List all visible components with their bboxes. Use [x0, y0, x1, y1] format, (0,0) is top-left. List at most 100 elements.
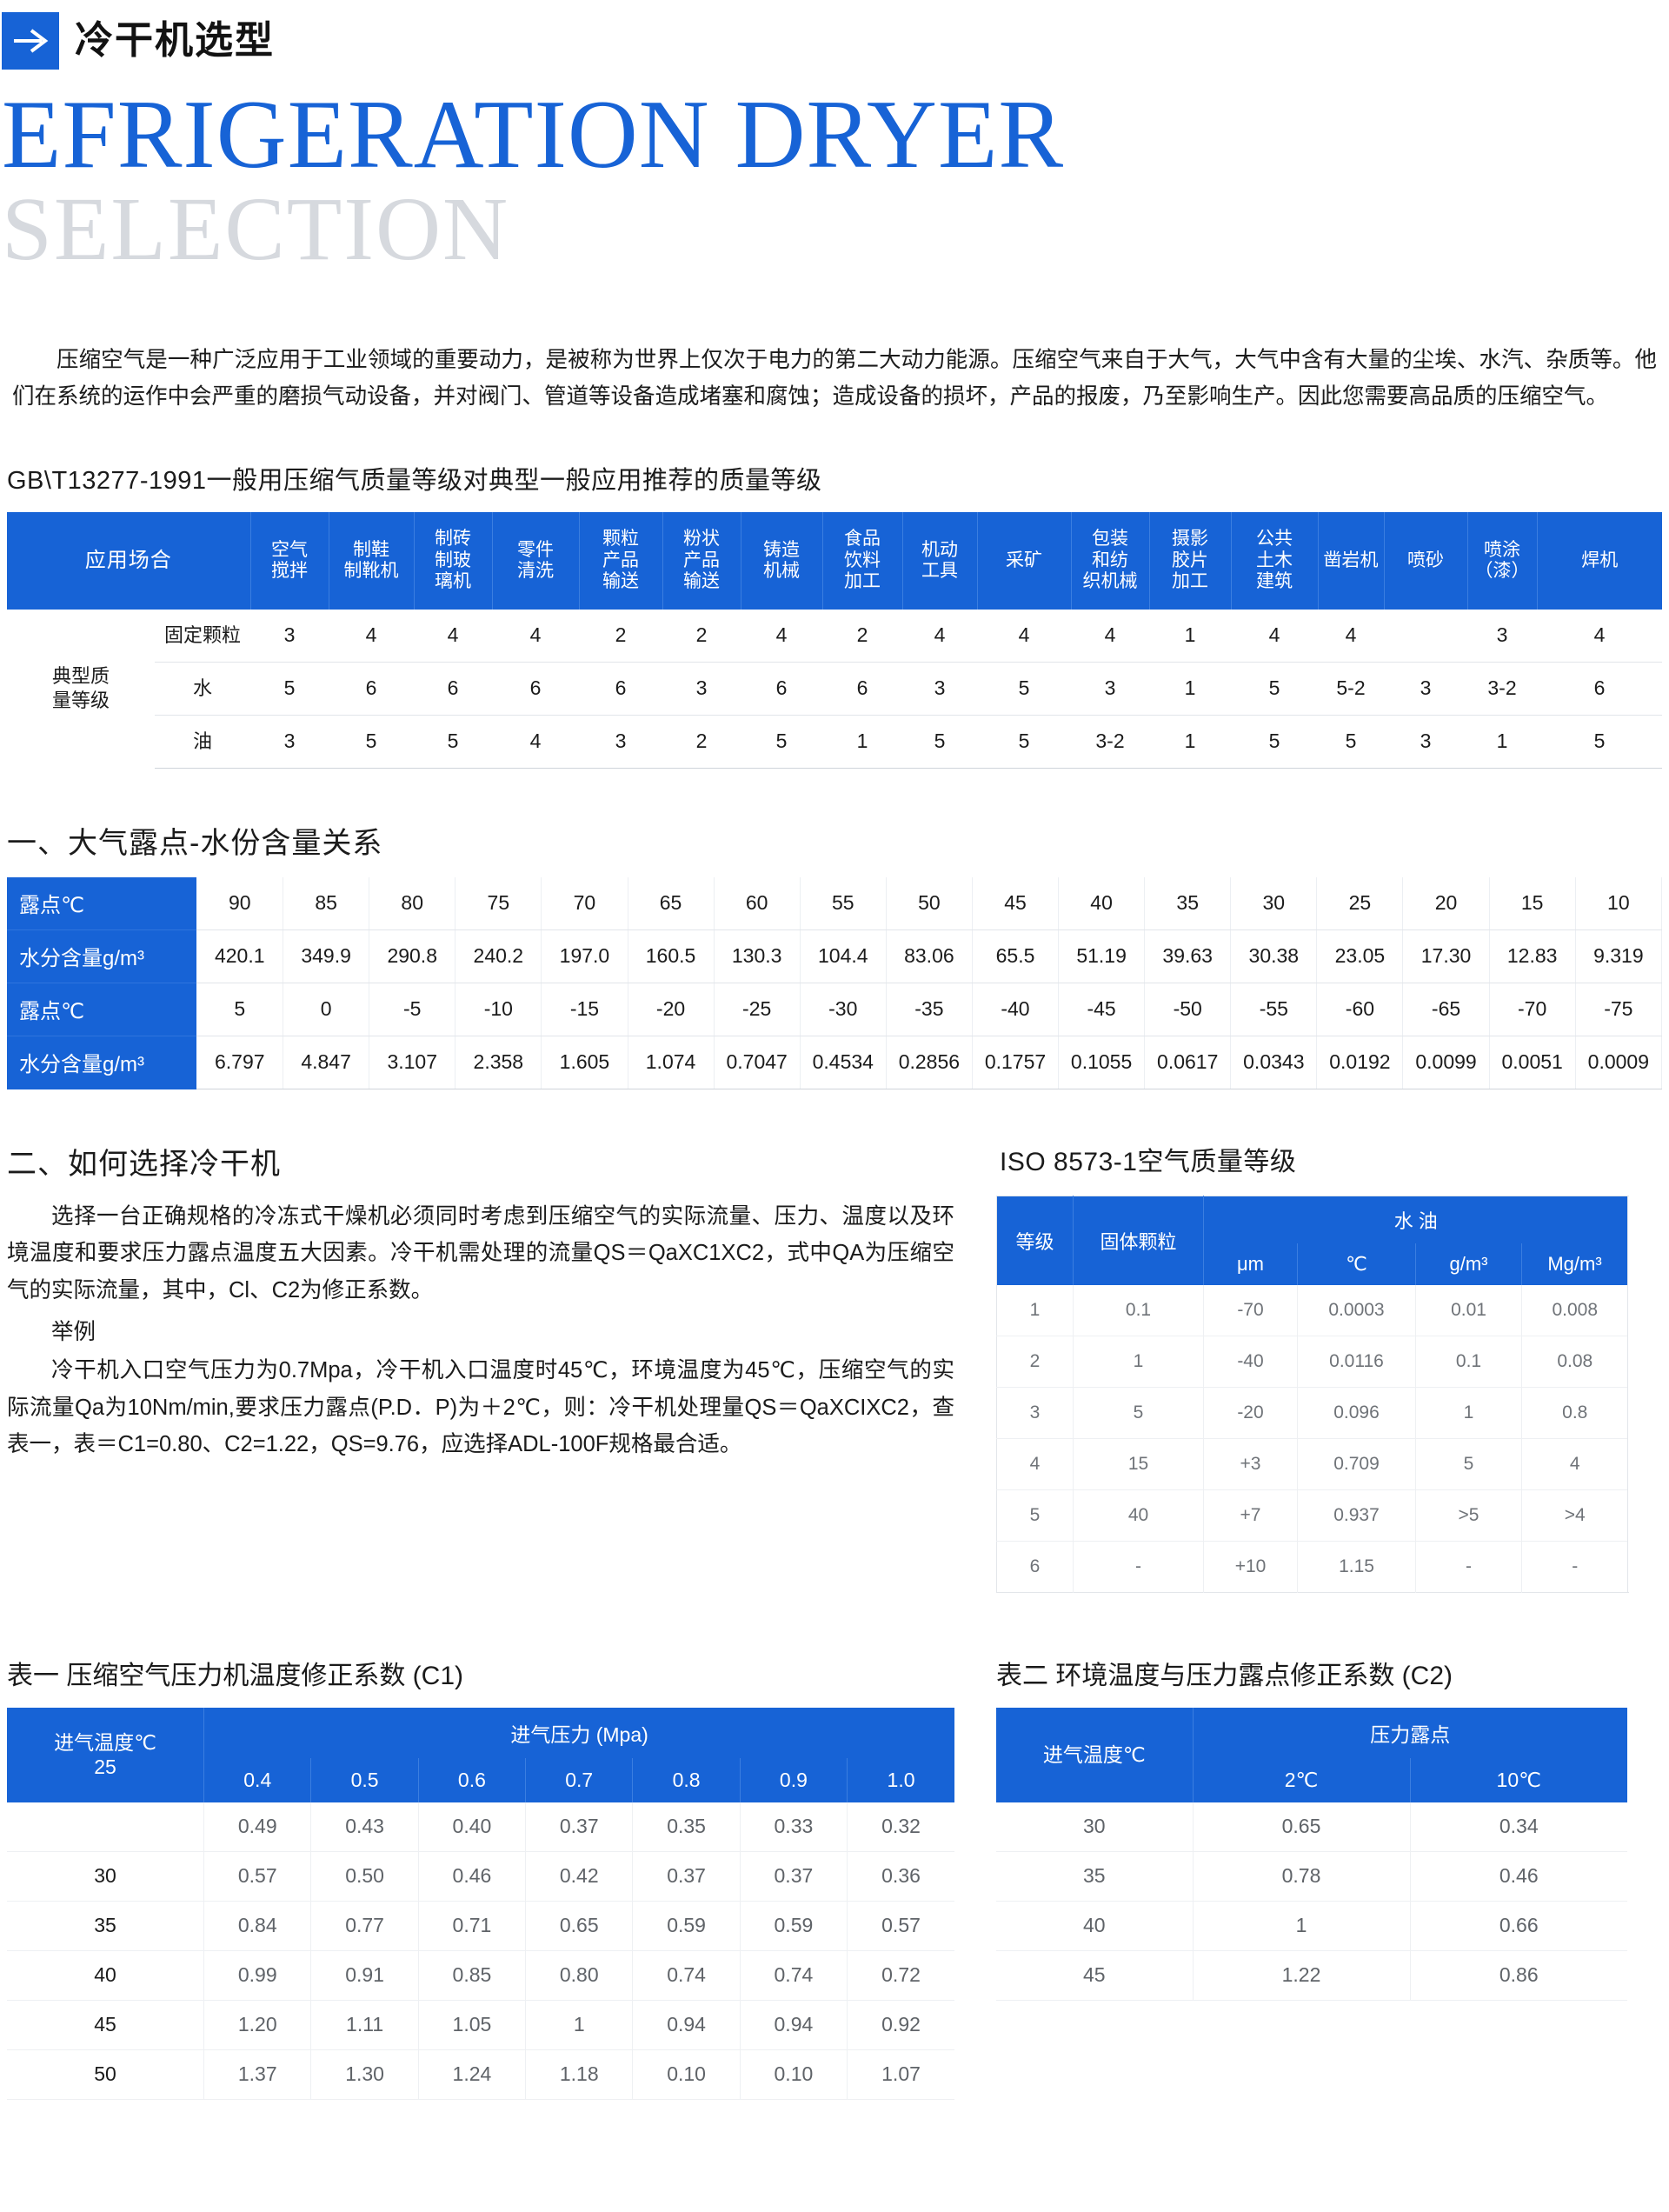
c1-heading: 表一 压缩空气压力机温度修正系数 (C1) [7, 1661, 463, 1690]
gb-cell: 6 [329, 662, 414, 716]
iso-cell: - [1073, 1541, 1204, 1593]
dewpoint-cell: 349.9 [283, 929, 370, 983]
dewpoint-cell: 0.4534 [800, 1036, 887, 1089]
gb-col-9: 采矿 [977, 511, 1072, 610]
c1-cell: 0.80 [525, 1950, 634, 2001]
iso-cell: -70 [1203, 1284, 1298, 1336]
dewpoint-heading: 一、大气露点-水份含量关系 [7, 826, 383, 860]
iso-cell: -40 [1203, 1336, 1298, 1388]
c1-cell: 0.59 [632, 1901, 741, 1951]
gb-cell: 1 [822, 715, 902, 769]
water-row-2-label: 水分含量g/m³ [7, 1036, 197, 1089]
iso-cell: 2 [996, 1336, 1074, 1388]
iso-cell: 3 [996, 1387, 1074, 1439]
gb-cell: 5 [1231, 662, 1318, 716]
iso-unit-0: μm [1203, 1243, 1298, 1285]
c1-cell: 0.50 [310, 1851, 419, 1902]
table-row: 30 0.65 0.34 [996, 1802, 1627, 1852]
c1-cell: 0.94 [740, 2000, 848, 2050]
gb-standard-heading: GB\T13277-1991一般用压缩气质量等级对典型一般应用推荐的质量等级 [7, 466, 822, 495]
gb-cell: 5 [1537, 715, 1662, 769]
iso-cell: 6 [996, 1541, 1074, 1593]
iso-cell: -20 [1203, 1387, 1298, 1439]
gb-cell: 1 [1149, 662, 1231, 716]
dewpoint-cell: 10 [1575, 876, 1663, 930]
c1-cell: 0.57 [847, 1901, 954, 1951]
intro-paragraph: 压缩空气是一种广泛应用于工业领域的重要动力，是被称为世界上仅次于电力的第二大动力… [12, 348, 1657, 409]
dewpoint-cell: -50 [1144, 983, 1232, 1036]
dewpoint-cell: 0.0343 [1230, 1036, 1318, 1089]
c1-cell: 0.77 [310, 1901, 419, 1951]
dewpoint-cell: 45 [972, 876, 1060, 930]
gb-table-wrap: 应用场合 空气 搅拌 制鞋 制靴机 制砖 制玻 璃机 零件 清洗 颗粒 产品 输送 粉状 产品 输送 铸造 机械食… [7, 511, 1662, 769]
table-row: 45 1.20 1.11 1.05 1 0.94 0.94 0.92 [7, 2000, 954, 2050]
iso-cell: +7 [1203, 1489, 1298, 1542]
howto-paragraph-1: 选择一台正确规格的冷冻式干燥机必须同时考虑到压缩空气的实际流量、压力、温度以及环… [7, 1203, 954, 1303]
c1-cell: 1.07 [847, 2049, 954, 2100]
table-row: 露点℃ 5 0 -5 -10 -15 -20 -25 -30 -35 -40 -45 -50 -55 -60… [7, 983, 1663, 1036]
c2-cell: 0.46 [1410, 1851, 1627, 1902]
dewpoint-cell: 55 [800, 876, 887, 930]
c1-cell: 1.24 [418, 2049, 527, 2100]
c1-cell: 0.99 [203, 1950, 312, 2001]
gb-col-16: 焊机 [1537, 511, 1662, 610]
dewpoint-cell: 90 [196, 876, 284, 930]
gb-cell: 2 [579, 609, 662, 663]
c1-table: 进气温度℃ 25 进气压力 (Mpa) 0.4 0.5 0.6 0.7 0.8 0.9 1.0… [7, 1707, 954, 2100]
table-row: 35 0.78 0.46 [996, 1851, 1627, 1902]
iso-table-body: 1 0.1 -70 0.0003 0.01 0.008 2 1 -40 0.0116 0.1 0.08… [996, 1284, 1628, 1593]
c1-temp: 50 [7, 2049, 205, 2100]
gb-cell: 4 [1537, 609, 1662, 663]
hero-title-en: EFRIGERATION DRYER [2, 81, 1065, 189]
gb-cell: 3-2 [1467, 662, 1537, 716]
gb-row-label-1: 水 [155, 662, 250, 716]
c1-cell: 0.71 [418, 1901, 527, 1951]
iso-col-solid: 固体颗粒 [1073, 1196, 1204, 1285]
dewpoint-cell: 240.2 [455, 929, 542, 983]
c1-pressure-4: 0.8 [632, 1757, 741, 1802]
gb-col-15: 喷涂 （漆） [1467, 511, 1538, 610]
iso-header-row: 等级 固体颗粒 水 油 [996, 1196, 1628, 1285]
c1-cell: 0.40 [418, 1802, 527, 1852]
c1-pressure-3: 0.7 [525, 1757, 634, 1802]
iso-cell: 0.0116 [1297, 1336, 1416, 1388]
iso-cell: 0.096 [1297, 1387, 1416, 1439]
gb-cell: 4 [492, 609, 579, 663]
iso-cell: 40 [1073, 1489, 1204, 1542]
iso-unit-3: Mg/m³ [1521, 1243, 1628, 1285]
dewpoint-cell: 0.0617 [1144, 1036, 1232, 1089]
dewpoint-cell: -15 [541, 983, 628, 1036]
c1-cell: 0.65 [525, 1901, 634, 1951]
dewpoint-cell: 80 [369, 876, 456, 930]
gb-cell: 5 [977, 662, 1071, 716]
c1-cell: 0.84 [203, 1901, 312, 1951]
gb-cell: 3 [1384, 715, 1467, 769]
c1-cell: 0.72 [847, 1950, 954, 2001]
dewpoint-cell: 3.107 [369, 1036, 456, 1089]
table-row: 45 1.22 0.86 [996, 1950, 1627, 2001]
dewpoint-cell: -5 [369, 983, 456, 1036]
table-row: 30 0.57 0.50 0.46 0.42 0.37 0.37 0.36 [7, 1851, 954, 1902]
dewpoint-cell: 17.30 [1402, 929, 1490, 983]
c1-cell: 0.57 [203, 1851, 312, 1902]
table-row: 6- +10 1.15- - [996, 1541, 1628, 1593]
gb-cell [1384, 609, 1467, 663]
gb-col-14: 喷砂 [1384, 511, 1468, 610]
dewpoint-cell: 0.0051 [1489, 1036, 1576, 1089]
page-title: 冷干机选型 [75, 19, 275, 62]
gb-col-1: 制鞋 制靴机 [329, 511, 415, 610]
gb-cell: 4 [902, 609, 977, 663]
howto-example-label: 举例 [51, 1319, 96, 1344]
c1-pressure-row: 0.4 0.5 0.6 0.7 0.8 0.9 1.0 [7, 1757, 954, 1802]
c2-dewpoint-1: 10℃ [1410, 1757, 1627, 1802]
c1-cell: 0.85 [418, 1950, 527, 2001]
dewpoint-table-wrap: 露点℃ 90 85 80 75 70 65 60 55 50 45 40 35 30 25 20 15 10 水分含… [7, 876, 1663, 1089]
dewpoint-cell: -65 [1402, 983, 1490, 1036]
iso-cell: 5 [1073, 1387, 1204, 1439]
dewpoint-cell: 65.5 [972, 929, 1060, 983]
dewpoint-cell: -35 [886, 983, 973, 1036]
c1-temp: 30 [7, 1851, 205, 1902]
c2-dewpoint-row: 2℃ 10℃ [996, 1757, 1627, 1802]
dewpoint-cell: 23.05 [1316, 929, 1404, 983]
gb-cell: 3 [902, 662, 977, 716]
